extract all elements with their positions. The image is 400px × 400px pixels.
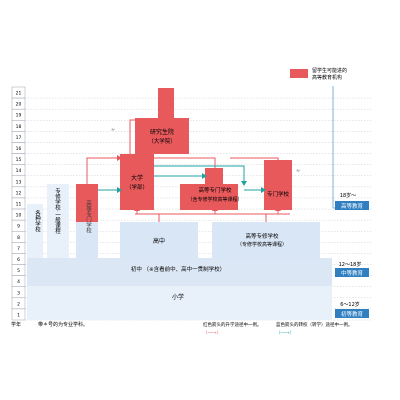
age-label: 11 — [16, 202, 22, 208]
graduate-school-block — [158, 88, 174, 118]
legend-text-2: 高等教育机构 — [312, 74, 342, 81]
age-cell — [11, 308, 26, 321]
senior-high-block — [120, 222, 198, 258]
secondary-age-note: 12～18岁 — [339, 261, 362, 268]
transfer-arrows — [98, 165, 264, 191]
tech-college-light — [76, 222, 98, 258]
misc-school-block — [27, 204, 43, 258]
higher-stage-label: 高等教育 — [341, 202, 364, 210]
university-block — [120, 154, 154, 210]
scale-marker: ≈ — [111, 127, 115, 133]
age-label: 21 — [16, 91, 22, 97]
graduate-school-block-lower — [135, 118, 189, 154]
specialized-training-block — [264, 160, 292, 210]
misc-school-label: 各种学校 — [34, 209, 41, 234]
axis-footer: 学年 — [11, 321, 21, 328]
vocational-school-label: 专修学校·一般课程 — [54, 187, 61, 235]
age-label: 6 — [17, 257, 20, 263]
elementary-block — [27, 286, 332, 320]
stage-bracket-higher — [332, 86, 358, 209]
vocational-school-block — [47, 184, 69, 258]
footnote-2-line-2: （──→） — [203, 330, 221, 336]
college-tech-label: 高等专修学校 — [245, 232, 279, 240]
higher-stage-badge — [335, 201, 369, 210]
age-label: 16 — [16, 146, 22, 152]
university-sublabel: （学部） — [126, 183, 148, 191]
specialized-training-label: 专门学校 — [267, 190, 290, 198]
graduate-school-sublabel: （大学院） — [148, 137, 176, 145]
junior-college-base — [180, 184, 238, 210]
age-label: 3 — [17, 290, 20, 296]
age-label: 15 — [16, 157, 22, 163]
graduate-school-label: 研究生院 — [150, 128, 174, 136]
secondary-stage-badge — [335, 268, 369, 277]
secondary-stage-label: 中等教育 — [341, 269, 364, 277]
higher-age-note: 18岁～ — [340, 192, 356, 199]
legend-swatch — [290, 69, 308, 78]
age-label: 8 — [17, 235, 20, 241]
college-tech-block — [212, 222, 320, 258]
age-label: 12 — [16, 190, 22, 196]
age-label: 19 — [16, 113, 22, 119]
legend-text-1: 留学生可能进的 — [312, 67, 347, 74]
age-label: 5 — [17, 268, 20, 274]
age-label: 18 — [16, 124, 22, 130]
elementary-label: 小学 — [172, 293, 184, 301]
age-label: 7 — [17, 246, 20, 252]
tech-college-label: 高等专门学校 — [85, 199, 92, 235]
age-label: 10 — [16, 213, 22, 219]
junior-high-label: 初中 （※含看前中、高中一贯制学校） — [131, 265, 225, 273]
age-label: 9 — [17, 224, 20, 230]
primary-stage-label: 初等教育 — [341, 310, 364, 318]
age-label: 17 — [16, 135, 22, 141]
transfer-arrowheads — [117, 173, 266, 193]
scale-marker: ≈ — [296, 168, 300, 174]
junior-college-sublabel: （含专修学校高等课程） — [187, 196, 242, 203]
age-label: 4 — [17, 279, 20, 285]
age-label: 1 — [17, 312, 20, 318]
age-label: 2 — [17, 301, 20, 307]
primary-stage-badge — [335, 309, 369, 318]
junior-high-block — [27, 258, 332, 286]
age-label: 20 — [16, 102, 22, 108]
age-label: 14 — [16, 168, 22, 174]
junior-college-label: 高等专门学校 — [198, 186, 232, 194]
footnote-2-line-1: 红色箭头的升学途径中一例。 — [203, 321, 262, 328]
progression-arrowheads — [117, 116, 281, 211]
college-tech-sublabel: （专修学校高等课程） — [237, 241, 287, 248]
university-label: 大学 — [131, 174, 143, 182]
footnote-1: 带＊号的为专业学科。 — [38, 321, 88, 328]
footnote-3-line-2: （──→） — [276, 330, 294, 336]
senior-high-label: 高中 — [153, 237, 165, 245]
age-label: 13 — [16, 179, 22, 185]
footnote-3-line-1: 蓝色箭头的转校（转学）途径中一例。 — [276, 321, 353, 328]
primary-age-note: 6～12岁 — [340, 301, 360, 308]
